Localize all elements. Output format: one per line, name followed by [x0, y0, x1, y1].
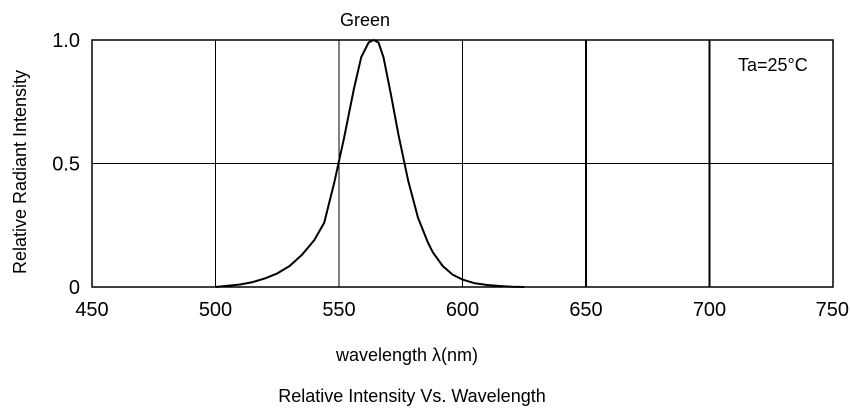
chart-title: Green: [340, 10, 390, 30]
y-tick-label: 0.5: [52, 154, 80, 176]
x-tick-labels: 450 500 550 600 650 700 750: [75, 299, 849, 321]
temperature-annotation: Ta=25°C: [738, 55, 808, 75]
y-tick-label: 1.0: [52, 30, 80, 52]
x-tick-label: 500: [199, 299, 232, 321]
chart-caption: Relative Intensity Vs. Wavelength: [278, 386, 545, 406]
x-tick-label: 600: [446, 299, 479, 321]
x-tick-label: 550: [322, 299, 355, 321]
x-tick-label: 450: [75, 299, 108, 321]
y-tick-label: 0: [69, 277, 80, 299]
x-tick-label: 750: [816, 299, 849, 321]
grid-lines: [92, 40, 833, 287]
plot-frame: [91, 39, 834, 288]
x-tick-label: 650: [569, 299, 602, 321]
x-tick-label: 700: [693, 299, 726, 321]
intensity-curve: [215, 39, 525, 288]
y-tick-labels: 0 0.5 1.0: [52, 30, 80, 299]
x-axis-label: wavelength λ(nm): [335, 345, 478, 365]
y-axis-label: Relative Radiant Intensity: [10, 70, 30, 274]
